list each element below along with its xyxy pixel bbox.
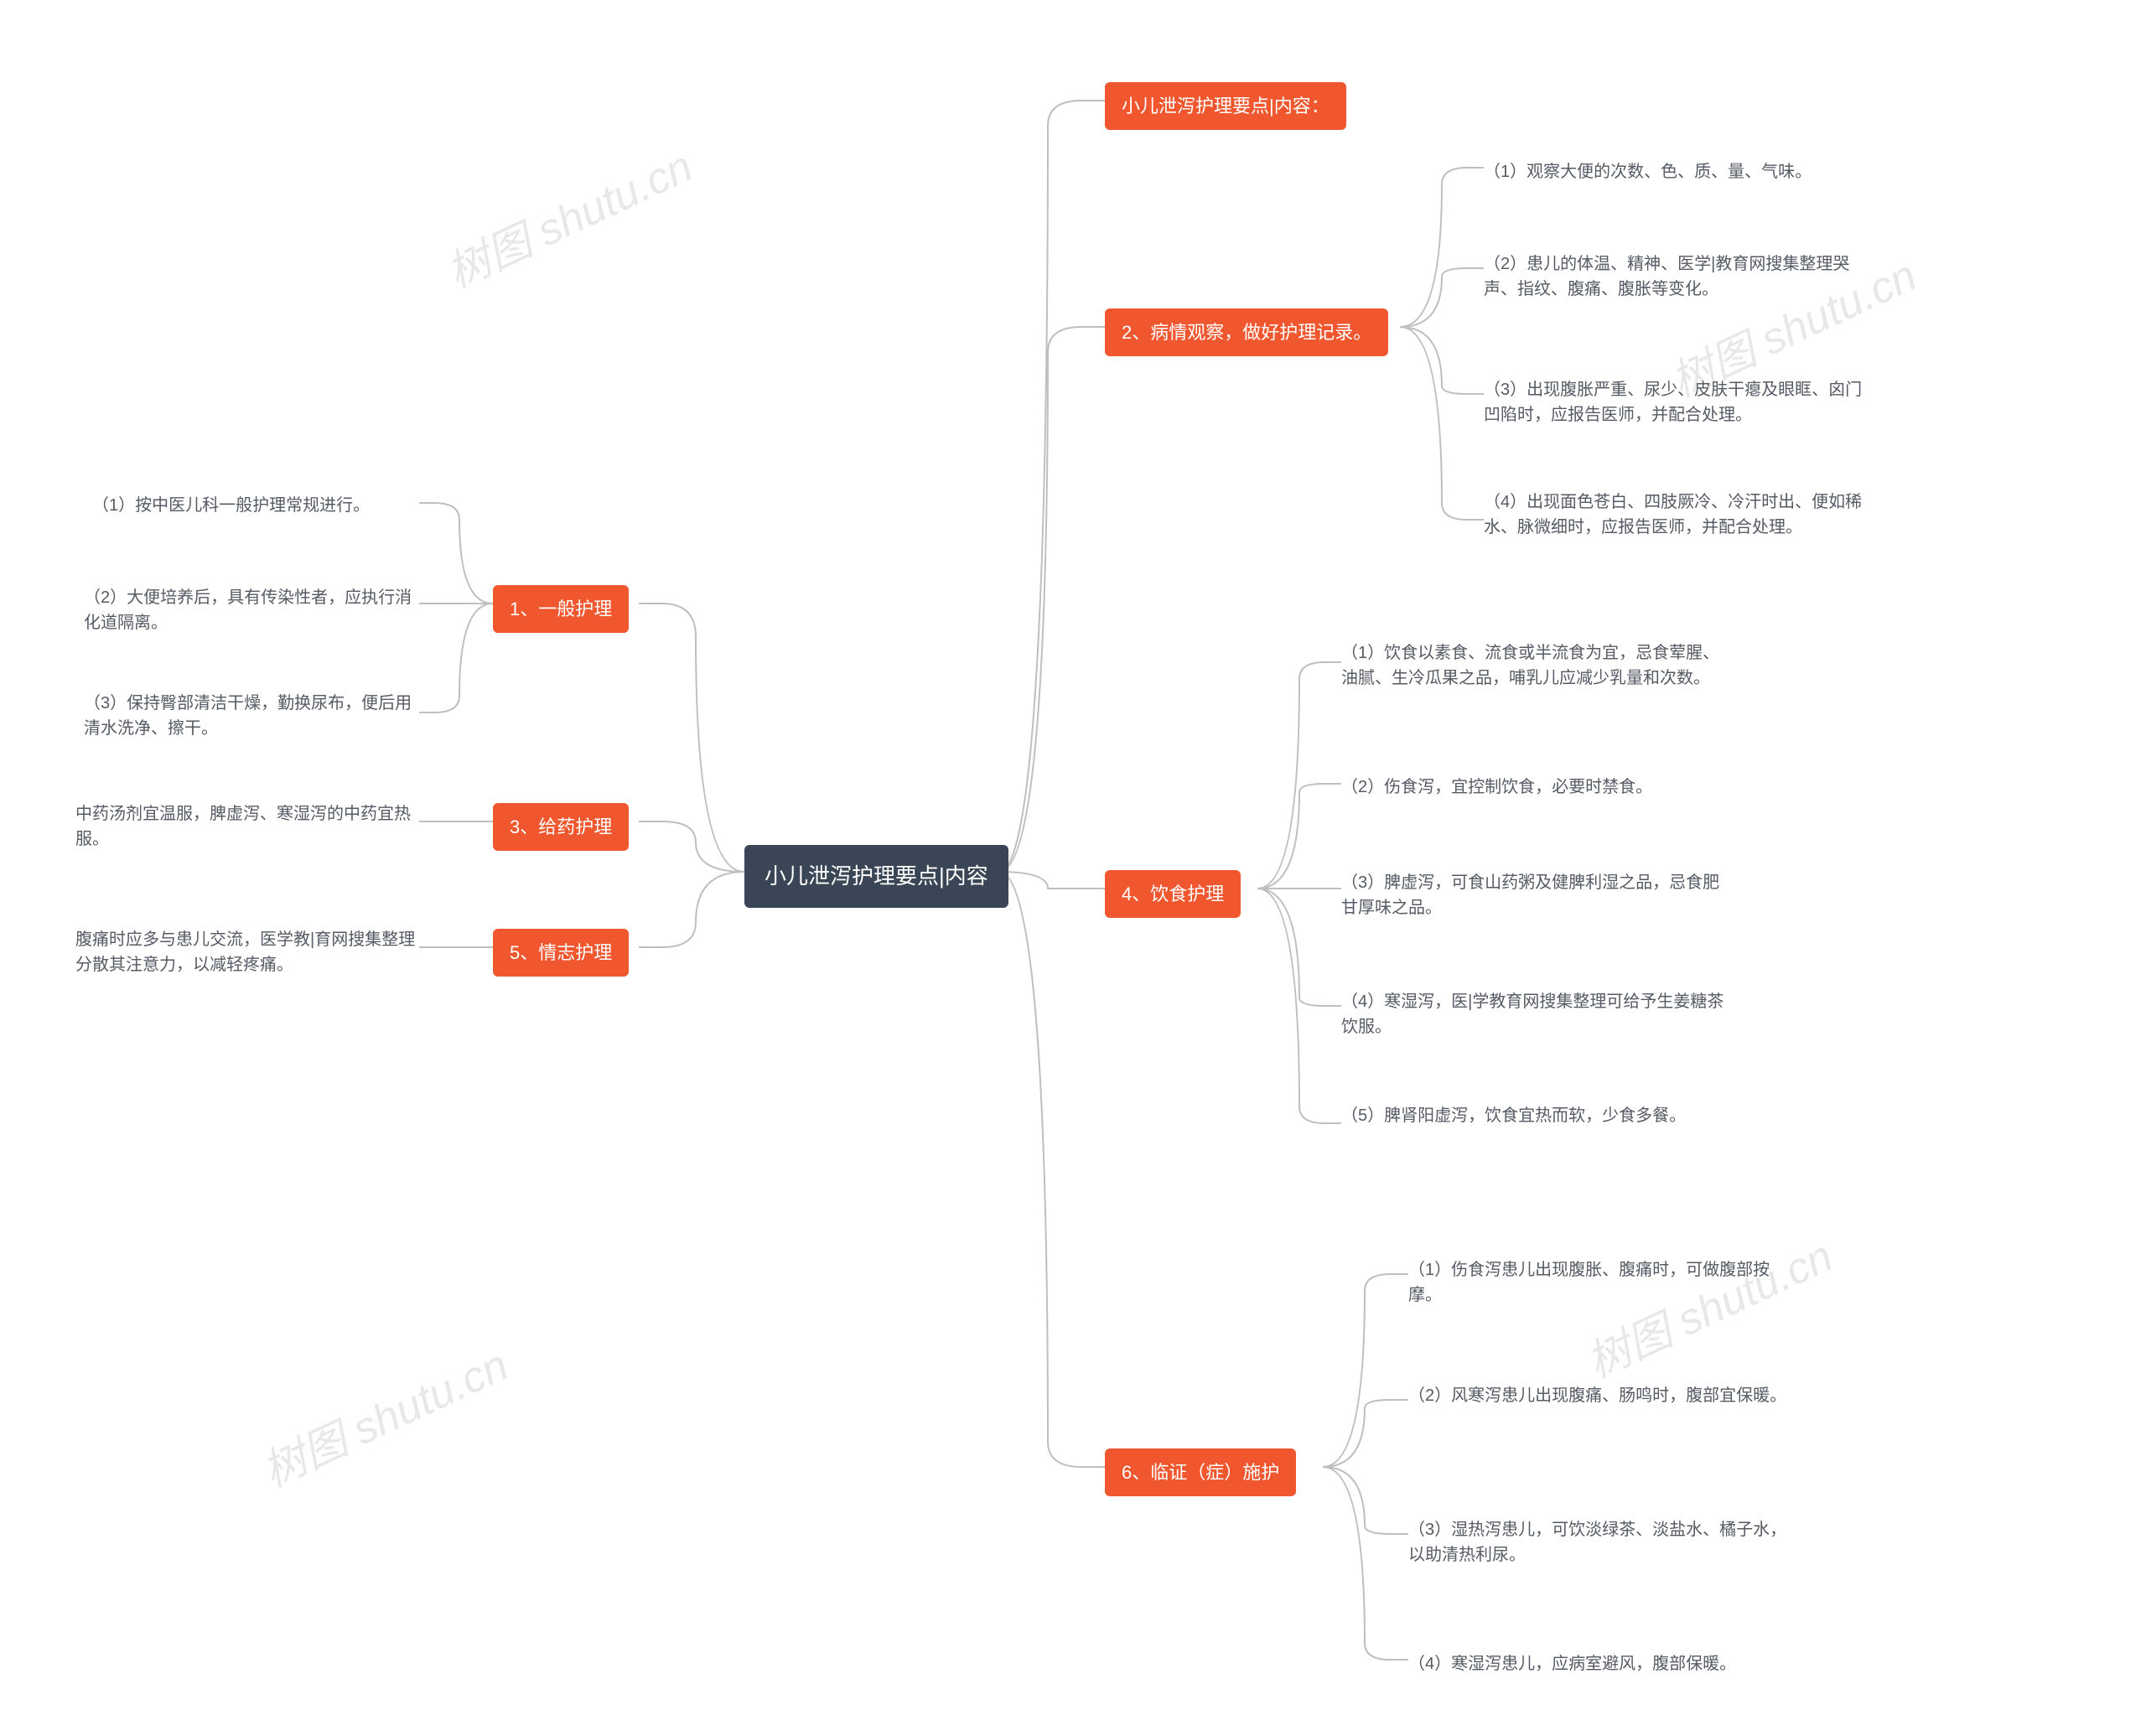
branch-medication[interactable]: 3、给药护理 bbox=[493, 803, 629, 851]
watermark: 树图 shutu.cn bbox=[435, 132, 701, 300]
branch-observation[interactable]: 2、病情观察，做好护理记录。 bbox=[1105, 308, 1388, 356]
leaf-diet-4: （4）寒湿泻，医|学教育网搜集整理可给予生姜糖茶饮服。 bbox=[1341, 986, 1727, 1043]
leaf-diet-1: （1）饮食以素食、流食或半流食为宜，忌食荤腥、油腻、生冷瓜果之品，哺乳儿应减少乳… bbox=[1341, 637, 1727, 694]
leaf-emotional-1: 腹痛时应多与患儿交流，医学教|育网搜集整理分散其注意力，以减轻疼痛。 bbox=[75, 924, 419, 981]
leaf-diet-3: （3）脾虚泻，可食山药粥及健脾利湿之品，忌食肥甘厚味之品。 bbox=[1341, 867, 1727, 924]
leaf-general-1: （1）按中医儿科一般护理常规进行。 bbox=[92, 490, 419, 521]
leaf-medication-1: 中药汤剂宜温服，脾虚泻、寒湿泻的中药宜热服。 bbox=[75, 798, 419, 855]
branch-general-care[interactable]: 1、一般护理 bbox=[493, 585, 629, 633]
branch-emotional[interactable]: 5、情志护理 bbox=[493, 929, 629, 977]
leaf-clin-2: （2）风寒泻患儿出现腹痛、肠鸣时，腹部宜保暖。 bbox=[1408, 1380, 1786, 1412]
leaf-general-3: （3）保持臀部清洁干燥，勤换尿布，便后用清水洗净、擦干。 bbox=[84, 687, 419, 744]
leaf-obs-2: （2）患儿的体温、精神、医学|教育网搜集整理哭声、指纹、腹痛、腹胀等变化。 bbox=[1484, 248, 1869, 305]
leaf-clin-3: （3）湿热泻患儿，可饮淡绿茶、淡盐水、橘子水，以助清热利尿。 bbox=[1408, 1514, 1794, 1571]
leaf-general-2: （2）大便培养后，具有传染性者，应执行消化道隔离。 bbox=[84, 582, 419, 639]
leaf-clin-1: （1）伤食泻患儿出现腹胀、腹痛时，可做腹部按摩。 bbox=[1408, 1254, 1794, 1311]
leaf-obs-4: （4）出现面色苍白、四肢厥冷、冷汗时出、便如稀水、脉微细时，应报告医师，并配合处… bbox=[1484, 486, 1869, 543]
leaf-diet-2: （2）伤食泻，宜控制饮食，必要时禁食。 bbox=[1341, 771, 1652, 803]
branch-title-repeat[interactable]: 小儿泄泻护理要点|内容： bbox=[1105, 82, 1346, 130]
leaf-obs-1: （1）观察大便的次数、色、质、量、气味。 bbox=[1484, 156, 1812, 188]
branch-diet[interactable]: 4、饮食护理 bbox=[1105, 870, 1241, 918]
watermark: 树图 shutu.cn bbox=[251, 1330, 516, 1499]
leaf-obs-3: （3）出现腹胀严重、尿少、皮肤干瘪及眼眶、囟门凹陷时，应报告医师，并配合处理。 bbox=[1484, 374, 1869, 431]
branch-clinical[interactable]: 6、临证（症）施护 bbox=[1105, 1448, 1296, 1496]
root-node[interactable]: 小儿泄泻护理要点|内容 bbox=[744, 845, 1008, 908]
leaf-diet-5: （5）脾肾阳虚泻，饮食宜热而软，少食多餐。 bbox=[1341, 1100, 1686, 1132]
leaf-clin-4: （4）寒湿泻患儿，应病室避风，腹部保暖。 bbox=[1408, 1648, 1736, 1680]
